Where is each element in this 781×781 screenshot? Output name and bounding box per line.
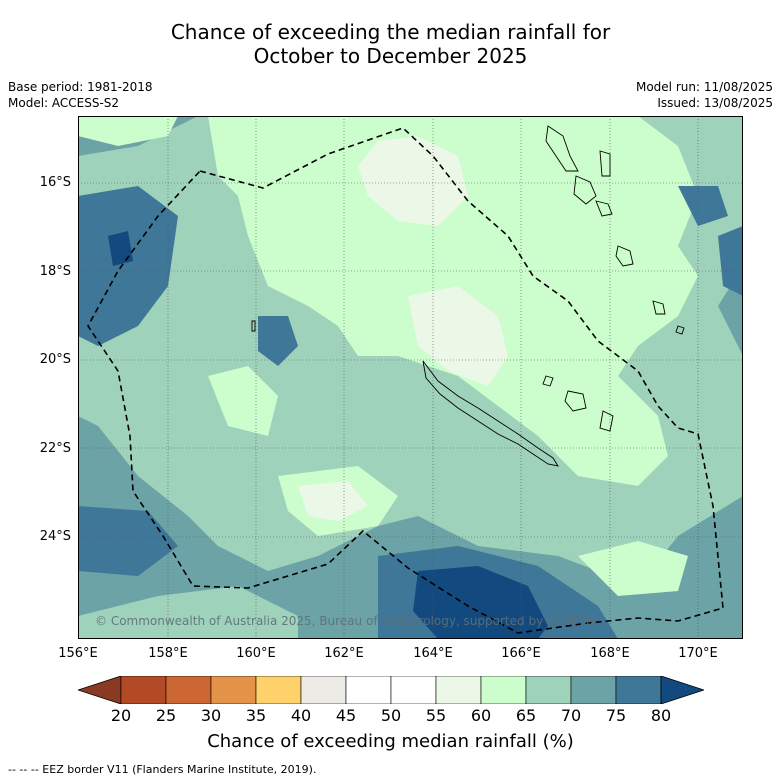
contour-55-60 [358, 136, 468, 226]
colorbar-low-extend [78, 676, 122, 704]
lat-label-18s: 18°S [39, 264, 71, 279]
gridlines [78, 116, 743, 639]
colorbar-cell [525, 676, 572, 704]
lon-label-170e: 170°E [678, 646, 718, 661]
model-name: Model: ACCESS-S2 [8, 96, 120, 110]
lon-label-162e: 162°E [324, 646, 364, 661]
colorbar-label-80: 80 [650, 706, 672, 725]
colorbar-label-40: 40 [290, 706, 312, 725]
colorbar-label-70: 70 [560, 706, 582, 725]
lat-label-24s: 24°S [39, 529, 71, 544]
lon-label-166e: 166°E [501, 646, 541, 661]
colorbar-label-65: 65 [515, 706, 537, 725]
contour-75-80b [258, 316, 298, 366]
contour-80-plus-b [108, 231, 133, 266]
islet-1 [251, 320, 256, 332]
colorbar-cell [255, 676, 302, 704]
contour-80-plus [413, 566, 548, 639]
vanuatu-7 [675, 325, 685, 335]
vanuatu-6 [652, 300, 666, 315]
chart-title-line1: Chance of exceeding the median rainfall … [170, 20, 611, 44]
colorbar-cell [300, 676, 347, 704]
lon-label-164e: 164°E [413, 646, 453, 661]
contour-75-80 [78, 186, 178, 346]
loyalty-island-3 [599, 410, 614, 432]
colorbar-label-30: 30 [200, 706, 222, 725]
lat-label-16s: 16°S [39, 175, 71, 190]
lat-label-22s: 22°S [39, 441, 71, 456]
map-frame [78, 116, 743, 639]
colorbar-cell [120, 676, 167, 704]
colorbar-label-60: 60 [470, 706, 492, 725]
vanuatu-1 [545, 125, 579, 172]
eez-legend-note: -- -- -- EEZ border V11 (Flanders Marine… [8, 763, 317, 776]
colorbar-title: Chance of exceeding median rainfall (%) [207, 731, 574, 752]
colorbar-cell [210, 676, 257, 704]
contour-75-80e [718, 226, 743, 296]
colorbar-cell [435, 676, 482, 704]
contour-65-70b [78, 586, 298, 639]
copyright-notice: © Commonwealth of Australia 2025, Bureau… [95, 614, 601, 628]
colorbar-label-50: 50 [380, 706, 402, 725]
loyalty-island-2 [564, 390, 587, 412]
lat-label-20s: 20°S [39, 352, 71, 367]
contour-75-80d [78, 506, 178, 576]
lon-label-160e: 160°E [236, 646, 276, 661]
contour-55-60c [298, 481, 368, 521]
loyalty-island-1 [542, 375, 554, 387]
contour-60-65d [578, 541, 688, 596]
vanuatu-3 [595, 200, 613, 217]
coastlines [251, 125, 685, 467]
colorbar-cell [615, 676, 662, 704]
colorbar [78, 676, 704, 704]
model-run: Model run: 11/08/2025 [635, 80, 773, 94]
new-caledonia-outline [422, 360, 559, 467]
lon-label-168e: 168°E [590, 646, 630, 661]
base-period: Base period: 1981-2018 [8, 80, 153, 94]
colorbar-label-45: 45 [335, 706, 357, 725]
contour-60-65e [78, 116, 178, 146]
colorbar-label-55: 55 [425, 706, 447, 725]
contour-75-80f [678, 186, 728, 226]
colorbar-label-25: 25 [155, 706, 177, 725]
lon-label-158e: 158°E [148, 646, 188, 661]
colorbar-cell [345, 676, 392, 704]
vanuatu-2 [573, 175, 597, 205]
colorbar-label-75: 75 [605, 706, 627, 725]
colorbar-label-20: 20 [110, 706, 132, 725]
vanuatu-4 [599, 150, 611, 177]
colorbar-cell [165, 676, 212, 704]
eez-border [87, 127, 724, 634]
contour-60-65b [208, 366, 278, 436]
chart-title-line2: October to December 2025 [253, 44, 528, 68]
lon-label-156e: 156°E [58, 646, 98, 661]
colorbar-cell [570, 676, 617, 704]
issued-date: Issued: 13/08/2025 [657, 96, 773, 110]
colorbar-cell [390, 676, 437, 704]
colorbar-label-35: 35 [245, 706, 267, 725]
vanuatu-5 [615, 245, 634, 267]
rainfall-map [78, 116, 743, 639]
colorbar-high-extend [660, 676, 704, 704]
colorbar-cell [480, 676, 527, 704]
